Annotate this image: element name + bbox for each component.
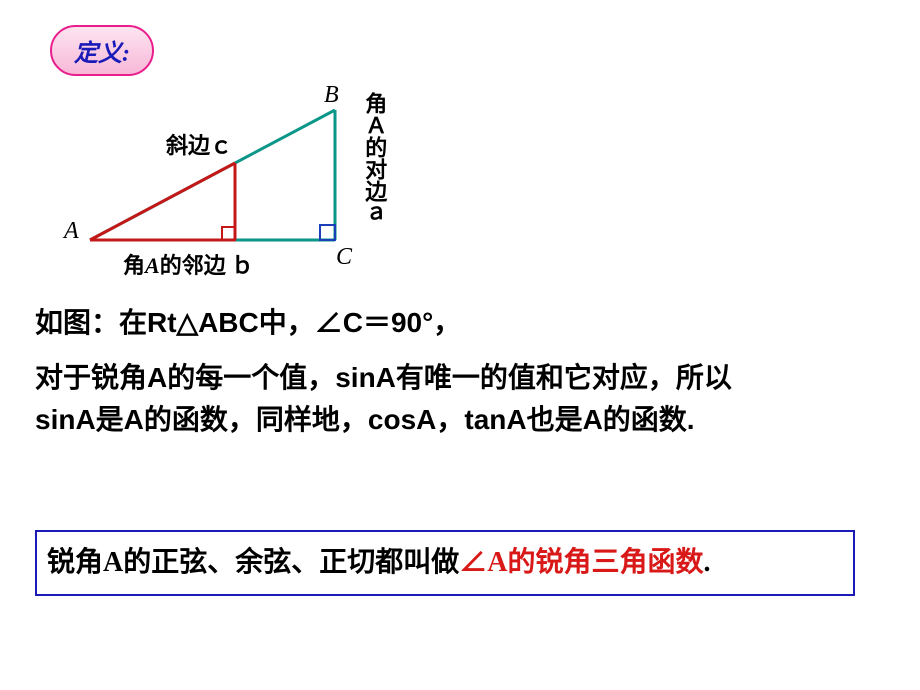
vertex-label-A: A [64, 218, 79, 245]
definition-badge: 定义: [50, 25, 154, 76]
line-inner-hyp [90, 163, 235, 240]
opposite-label: 角Ａ的对边ａ [362, 92, 386, 224]
text-line1: 如图：在Rt△ABC中，∠C＝90°， [35, 302, 461, 344]
box-text-red: ∠A的锐角三角函数 [459, 547, 703, 578]
vertex-label-B: B [324, 82, 339, 109]
adjacent-prefix: 角 [123, 253, 145, 278]
box-text-black2: . [703, 547, 710, 578]
vertex-label-C: C [336, 244, 352, 271]
conclusion-box: 锐角A的正弦、余弦、正切都叫做∠A的锐角三角函数. [35, 530, 855, 596]
adjacent-label: 角A的邻边 ｂ [123, 248, 253, 280]
triangle-diagram: A B C 斜边ｃ 角A的邻边 ｂ 角Ａ的对边ａ [50, 80, 410, 280]
adjacent-A: A [145, 253, 160, 278]
right-angle-C [320, 225, 335, 240]
hypotenuse-label: 斜边ｃ [166, 128, 232, 160]
right-angle-inner [222, 227, 235, 240]
text-line2: 对于锐角A的每一个值，sinA有唯一的值和它对应，所以sinA是A的函数，同样地… [35, 357, 785, 441]
box-text-black1: 锐角A的正弦、余弦、正切都叫做 [47, 547, 459, 578]
adjacent-suffix: 的邻边 ｂ [160, 253, 254, 278]
